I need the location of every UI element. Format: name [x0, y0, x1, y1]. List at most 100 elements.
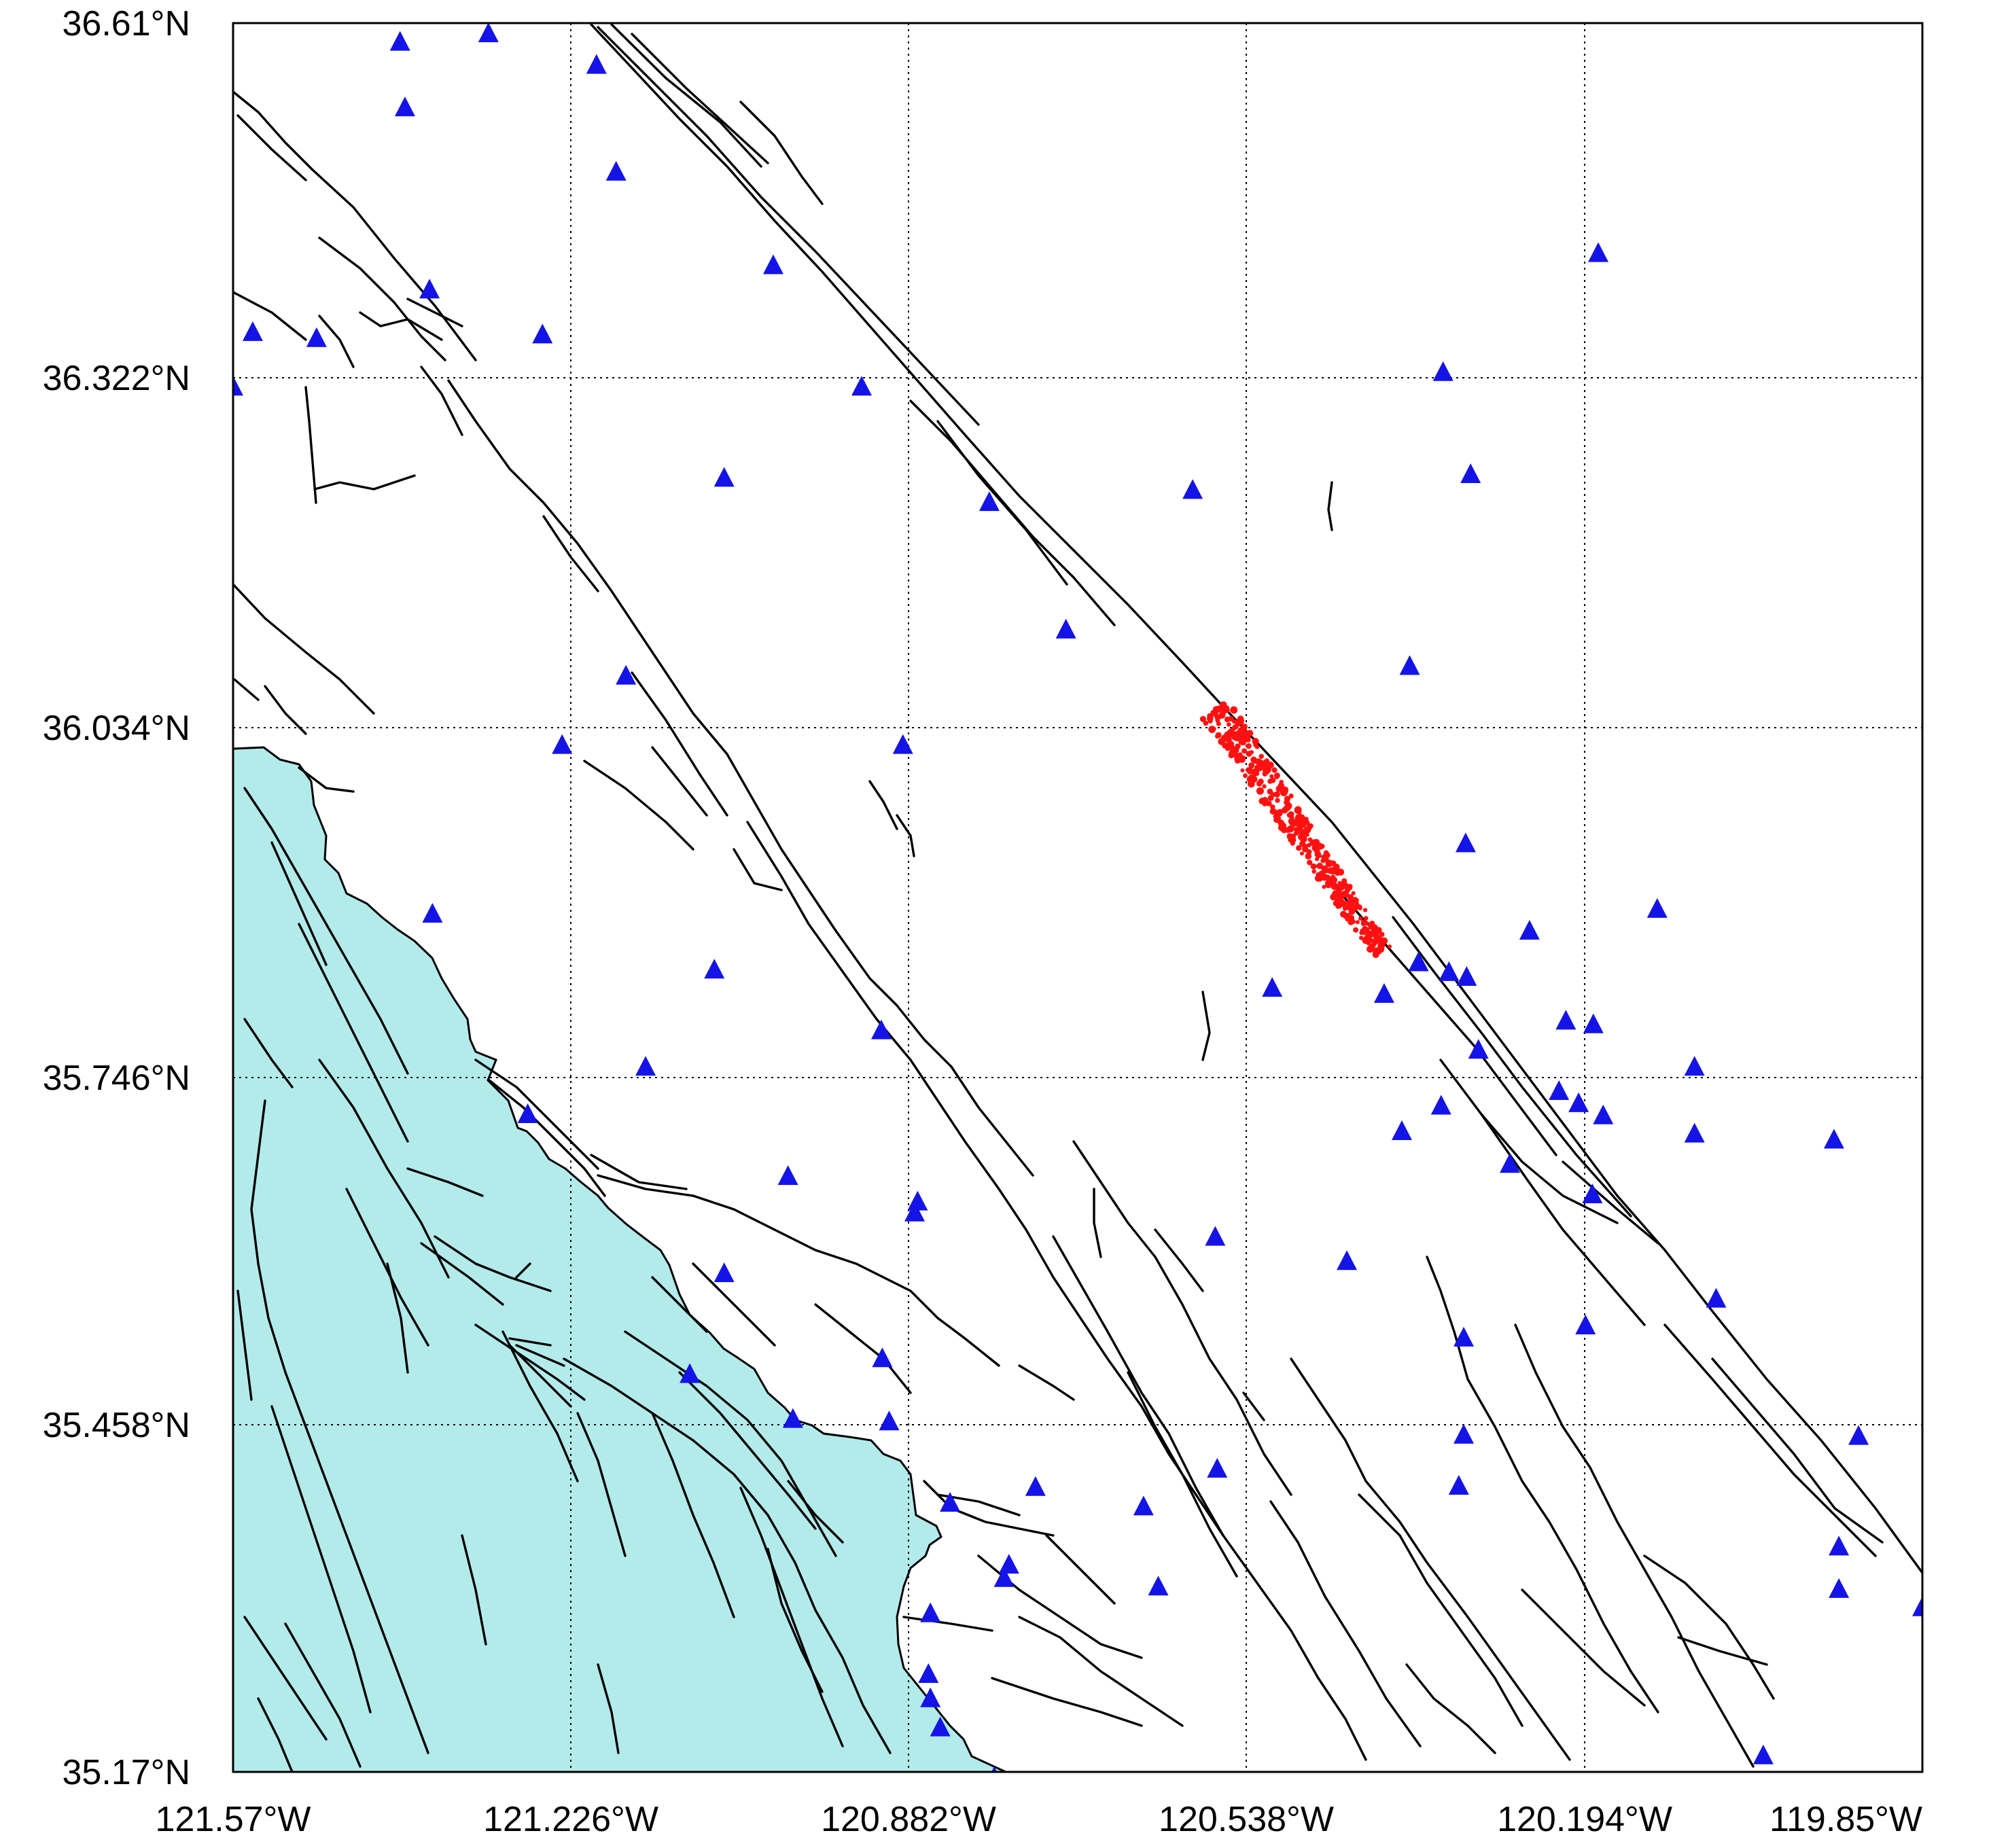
earthquake-dot	[1258, 779, 1264, 785]
earthquake-dot	[1387, 944, 1392, 949]
earthquake-dot	[1323, 850, 1329, 856]
station-triangle-icon	[1706, 1287, 1727, 1308]
station-triangle-icon	[680, 1363, 701, 1383]
station-triangle-icon	[1182, 479, 1203, 499]
earthquake-dot	[1270, 804, 1275, 810]
earthquake-dot	[1369, 946, 1374, 951]
grid-lines	[233, 23, 1922, 1772]
earthquake-dot	[1199, 715, 1206, 722]
earthquake-dot	[1355, 920, 1360, 925]
x-tick-label: 120.194°W	[1497, 1800, 1672, 1839]
earthquake-dot	[1335, 884, 1342, 892]
x-tick-label: 121.226°W	[483, 1800, 658, 1839]
station-triangle-icon	[1439, 961, 1460, 981]
earthquake-dot	[1363, 935, 1371, 942]
station-triangle-icon	[879, 1410, 900, 1431]
earthquake-dot	[1263, 761, 1269, 767]
station-triangle-icon	[782, 1408, 803, 1428]
earthquake-dot	[1337, 869, 1343, 875]
earthquake-dot	[1324, 874, 1331, 881]
ocean-area	[233, 746, 1087, 1772]
station-triangle-icon	[1684, 1122, 1705, 1143]
station-triangle-icon	[1373, 983, 1394, 1003]
earthquake-dot	[1288, 838, 1292, 842]
station-triangle-icon	[242, 321, 263, 341]
earthquake-dot	[1310, 863, 1317, 870]
station-triangle-icon	[1499, 1153, 1520, 1173]
station-triangle-icon	[1455, 832, 1476, 853]
station-triangle-icon	[920, 1687, 941, 1707]
earthquake-dot	[1330, 874, 1336, 881]
earthquake-dot	[1301, 818, 1308, 824]
earthquake-dot	[1252, 738, 1259, 745]
earthquake-dot	[1287, 825, 1294, 833]
y-tick-label: 35.17°N	[63, 1753, 190, 1792]
earthquake-dot	[1256, 787, 1264, 795]
earthquake-dot	[1373, 948, 1380, 956]
earthquake-dot	[1369, 938, 1375, 944]
station-triangle-icon	[1568, 1092, 1589, 1112]
station-triangle-icon	[1205, 1226, 1226, 1246]
station-triangle-icon	[1549, 1080, 1570, 1100]
earthquake-dot	[1211, 710, 1218, 717]
station-triangle-icon	[1025, 1476, 1046, 1496]
earthquake-dot	[1288, 794, 1294, 798]
station-triangle-icon	[704, 959, 725, 979]
earthquake-dot	[1267, 779, 1273, 784]
earthquake-dot	[1379, 931, 1385, 938]
station-triangle-icon	[714, 1262, 735, 1283]
earthquake-dot	[1354, 898, 1359, 904]
station-triangle-icon	[233, 376, 243, 396]
y-tick-label: 35.458°N	[43, 1406, 190, 1445]
station-triangle-icon	[1575, 1314, 1596, 1334]
y-tick-label: 36.322°N	[43, 359, 190, 398]
earthquake-dot	[1269, 774, 1274, 779]
earthquake-dot	[1240, 768, 1245, 772]
earthquake-dot	[1297, 824, 1303, 830]
earthquake-dot	[1230, 706, 1238, 714]
earthquake-dot	[1363, 916, 1369, 921]
earthquake-dot	[1218, 738, 1225, 745]
station-triangle-icon	[1684, 1056, 1705, 1076]
station-triangle-icon	[1848, 1425, 1869, 1445]
y-axis-labels: 36.61°N 36.322°N 36.034°N 35.746°N 35.45…	[43, 4, 190, 1792]
station-triangle-icon	[904, 1201, 926, 1222]
earthquake-dot	[1237, 717, 1244, 726]
station-triangle-icon	[419, 279, 440, 299]
station-triangle-icon	[1468, 1039, 1489, 1059]
x-axis-labels: 121.57°W 121.226°W 120.882°W 120.538°W 1…	[156, 1800, 1922, 1839]
earthquake-dot	[1275, 798, 1280, 803]
station-triangle-icon	[1752, 1744, 1774, 1764]
station-triangle-icon	[1337, 1250, 1358, 1270]
earthquake-dot	[1248, 780, 1255, 788]
earthquake-dot	[1342, 883, 1349, 889]
earthquake-dot	[1246, 768, 1253, 775]
station-triangle-icon	[1448, 1474, 1469, 1495]
station-triangle-icon	[532, 323, 553, 344]
earthquake-dot	[1286, 812, 1292, 818]
earthquake-dot	[1284, 799, 1290, 806]
station-triangle-icon	[635, 1056, 656, 1076]
earthquake-dot	[1266, 800, 1272, 806]
station-triangle-icon	[993, 1567, 1015, 1587]
station-triangle-icon	[605, 160, 627, 181]
earthquake-dot	[1335, 901, 1340, 906]
earthquake-dot	[1297, 833, 1305, 840]
earthquake-dot	[1241, 732, 1249, 739]
earthquake-dot	[1225, 746, 1231, 751]
earthquake-dot	[1218, 711, 1226, 719]
earthquake-dot	[1316, 842, 1322, 849]
station-triangle-icon	[478, 23, 499, 43]
earthquake-dot	[1317, 853, 1322, 858]
earthquake-dot	[1273, 817, 1280, 823]
station-triangle-icon	[586, 54, 607, 74]
station-triangle-icon	[907, 1190, 928, 1211]
station-triangle-icon	[1829, 1578, 1850, 1598]
x-tick-label: 120.538°W	[1159, 1800, 1334, 1839]
earthquake-dot	[1233, 747, 1239, 752]
earthquake-dot	[1256, 765, 1261, 770]
earthquake-dot	[1227, 722, 1231, 727]
earthquake-dot	[1240, 755, 1246, 760]
station-triangle-icon	[389, 31, 410, 51]
earthquake-dot	[1262, 801, 1268, 806]
